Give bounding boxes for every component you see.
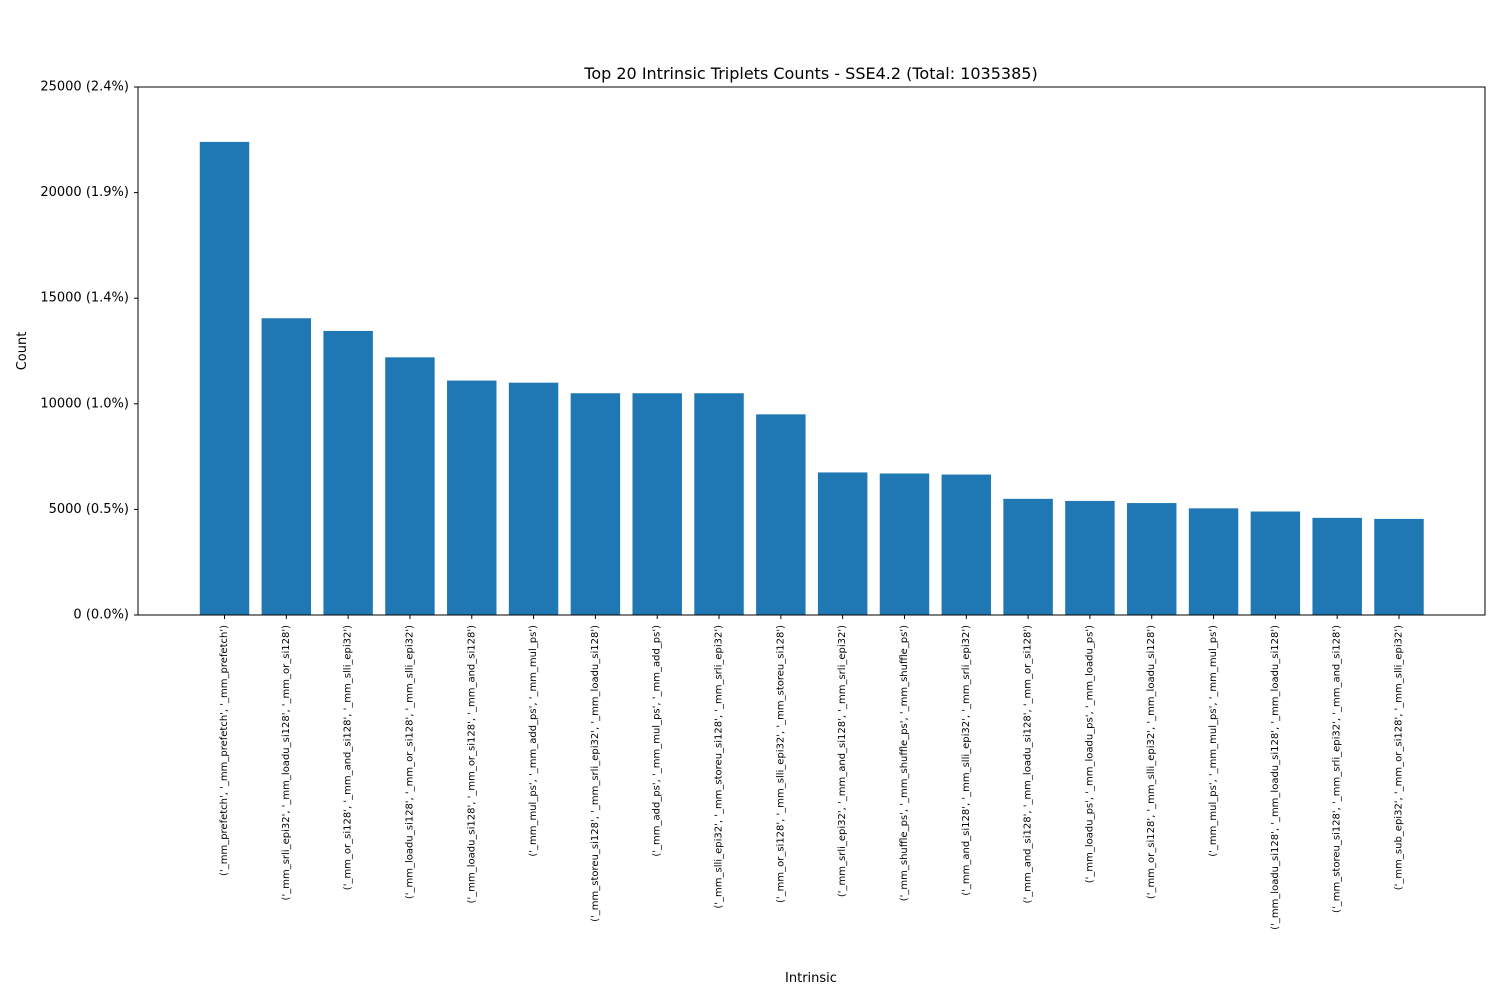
bar — [1374, 518, 1424, 615]
y-tick-label: 20000 (1.9%) — [40, 185, 129, 200]
y-tick-label: 10000 (1.0%) — [40, 396, 129, 411]
bar — [1250, 511, 1301, 615]
x-tick-label: ('_mm_storeu_si128', '_mm_srli_epi32', '… — [1332, 625, 1343, 913]
bar — [756, 414, 806, 615]
x-axis: ('_mm_prefetch', '_mm_prefetch', '_mm_pr… — [219, 615, 1405, 930]
bar — [632, 393, 682, 615]
x-tick-label: ('_mm_loadu_ps', '_mm_loadu_ps', '_mm_lo… — [1084, 625, 1095, 883]
plot-frame — [137, 86, 1486, 616]
bar — [1188, 508, 1239, 615]
x-tick-label: ('_mm_shuffle_ps', '_mm_shuffle_ps', '_m… — [899, 625, 910, 901]
bar — [1003, 498, 1053, 615]
bar — [385, 357, 435, 615]
x-tick-label: ('_mm_loadu_si128', '_mm_or_si128', '_mm… — [404, 625, 415, 899]
x-axis-label: Intrinsic — [785, 971, 837, 986]
bar — [1127, 503, 1177, 615]
bar — [508, 382, 559, 615]
y-tick-label: 5000 (0.5%) — [49, 502, 129, 517]
x-tick-label: ('_mm_or_si128', '_mm_slli_epi32', '_mm_… — [775, 625, 786, 903]
y-axis: 0 (0.0%) 5000 (0.5%) 10000 (1.0%) 15000 (1.… — [40, 80, 138, 623]
x-tick-label: ('_mm_slli_epi32', '_mm_storeu_si128', '… — [714, 625, 725, 909]
x-tick-label: ('_mm_and_si128', '_mm_slli_epi32', '_mm… — [961, 625, 972, 896]
x-tick-label: ('_mm_mul_ps', '_mm_mul_ps', '_mm_mul_ps… — [1208, 625, 1219, 857]
x-tick-label: ('_mm_storeu_si128', '_mm_srli_epi32', '… — [590, 625, 601, 922]
y-tick-label: 15000 (1.4%) — [40, 291, 129, 306]
x-tick-label: ('_mm_srli_epi32', '_mm_loadu_si128', '_… — [281, 625, 292, 901]
bar — [199, 141, 250, 615]
x-tick-label: ('_mm_or_si128', '_mm_slli_epi32', '_mm_… — [1146, 625, 1157, 899]
bar — [570, 393, 621, 615]
y-tick-label: 25000 (2.4%) — [40, 80, 129, 95]
x-tick-label: ('_mm_loadu_si128', '_mm_loadu_si128', '… — [1270, 625, 1281, 930]
x-tick-label: ('_mm_mul_ps', '_mm_add_ps', '_mm_mul_ps… — [528, 625, 539, 857]
bar — [261, 318, 312, 615]
x-tick-label: ('_mm_sub_epi32', '_mm_or_si128', '_mm_s… — [1394, 625, 1405, 890]
x-tick-label: ('_mm_prefetch', '_mm_prefetch', '_mm_pr… — [219, 625, 230, 876]
bar — [447, 380, 497, 615]
x-tick-label: ('_mm_or_si128', '_mm_and_si128', '_mm_s… — [343, 625, 354, 890]
x-tick-label: ('_mm_add_ps', '_mm_mul_ps', '_mm_add_ps… — [652, 625, 663, 857]
bars-group — [199, 141, 1424, 615]
x-tick-label: ('_mm_srli_epi32', '_mm_and_si128', '_mm… — [837, 625, 848, 897]
bar — [1065, 500, 1115, 615]
bar — [817, 472, 868, 615]
x-tick-label: ('_mm_and_si128', '_mm_loadu_si128', '_m… — [1023, 625, 1034, 904]
y-axis-label: Count — [15, 332, 30, 371]
bar — [941, 474, 992, 615]
bar — [1312, 517, 1362, 615]
x-tick-label: ('_mm_loadu_si128', '_mm_or_si128', '_mm… — [466, 625, 477, 904]
bar — [694, 393, 744, 615]
bar — [879, 473, 930, 615]
y-tick-label: 0 (0.0%) — [73, 608, 129, 623]
chart-title: Top 20 Intrinsic Triplets Counts - SSE4.… — [583, 64, 1037, 83]
bar — [323, 330, 373, 615]
